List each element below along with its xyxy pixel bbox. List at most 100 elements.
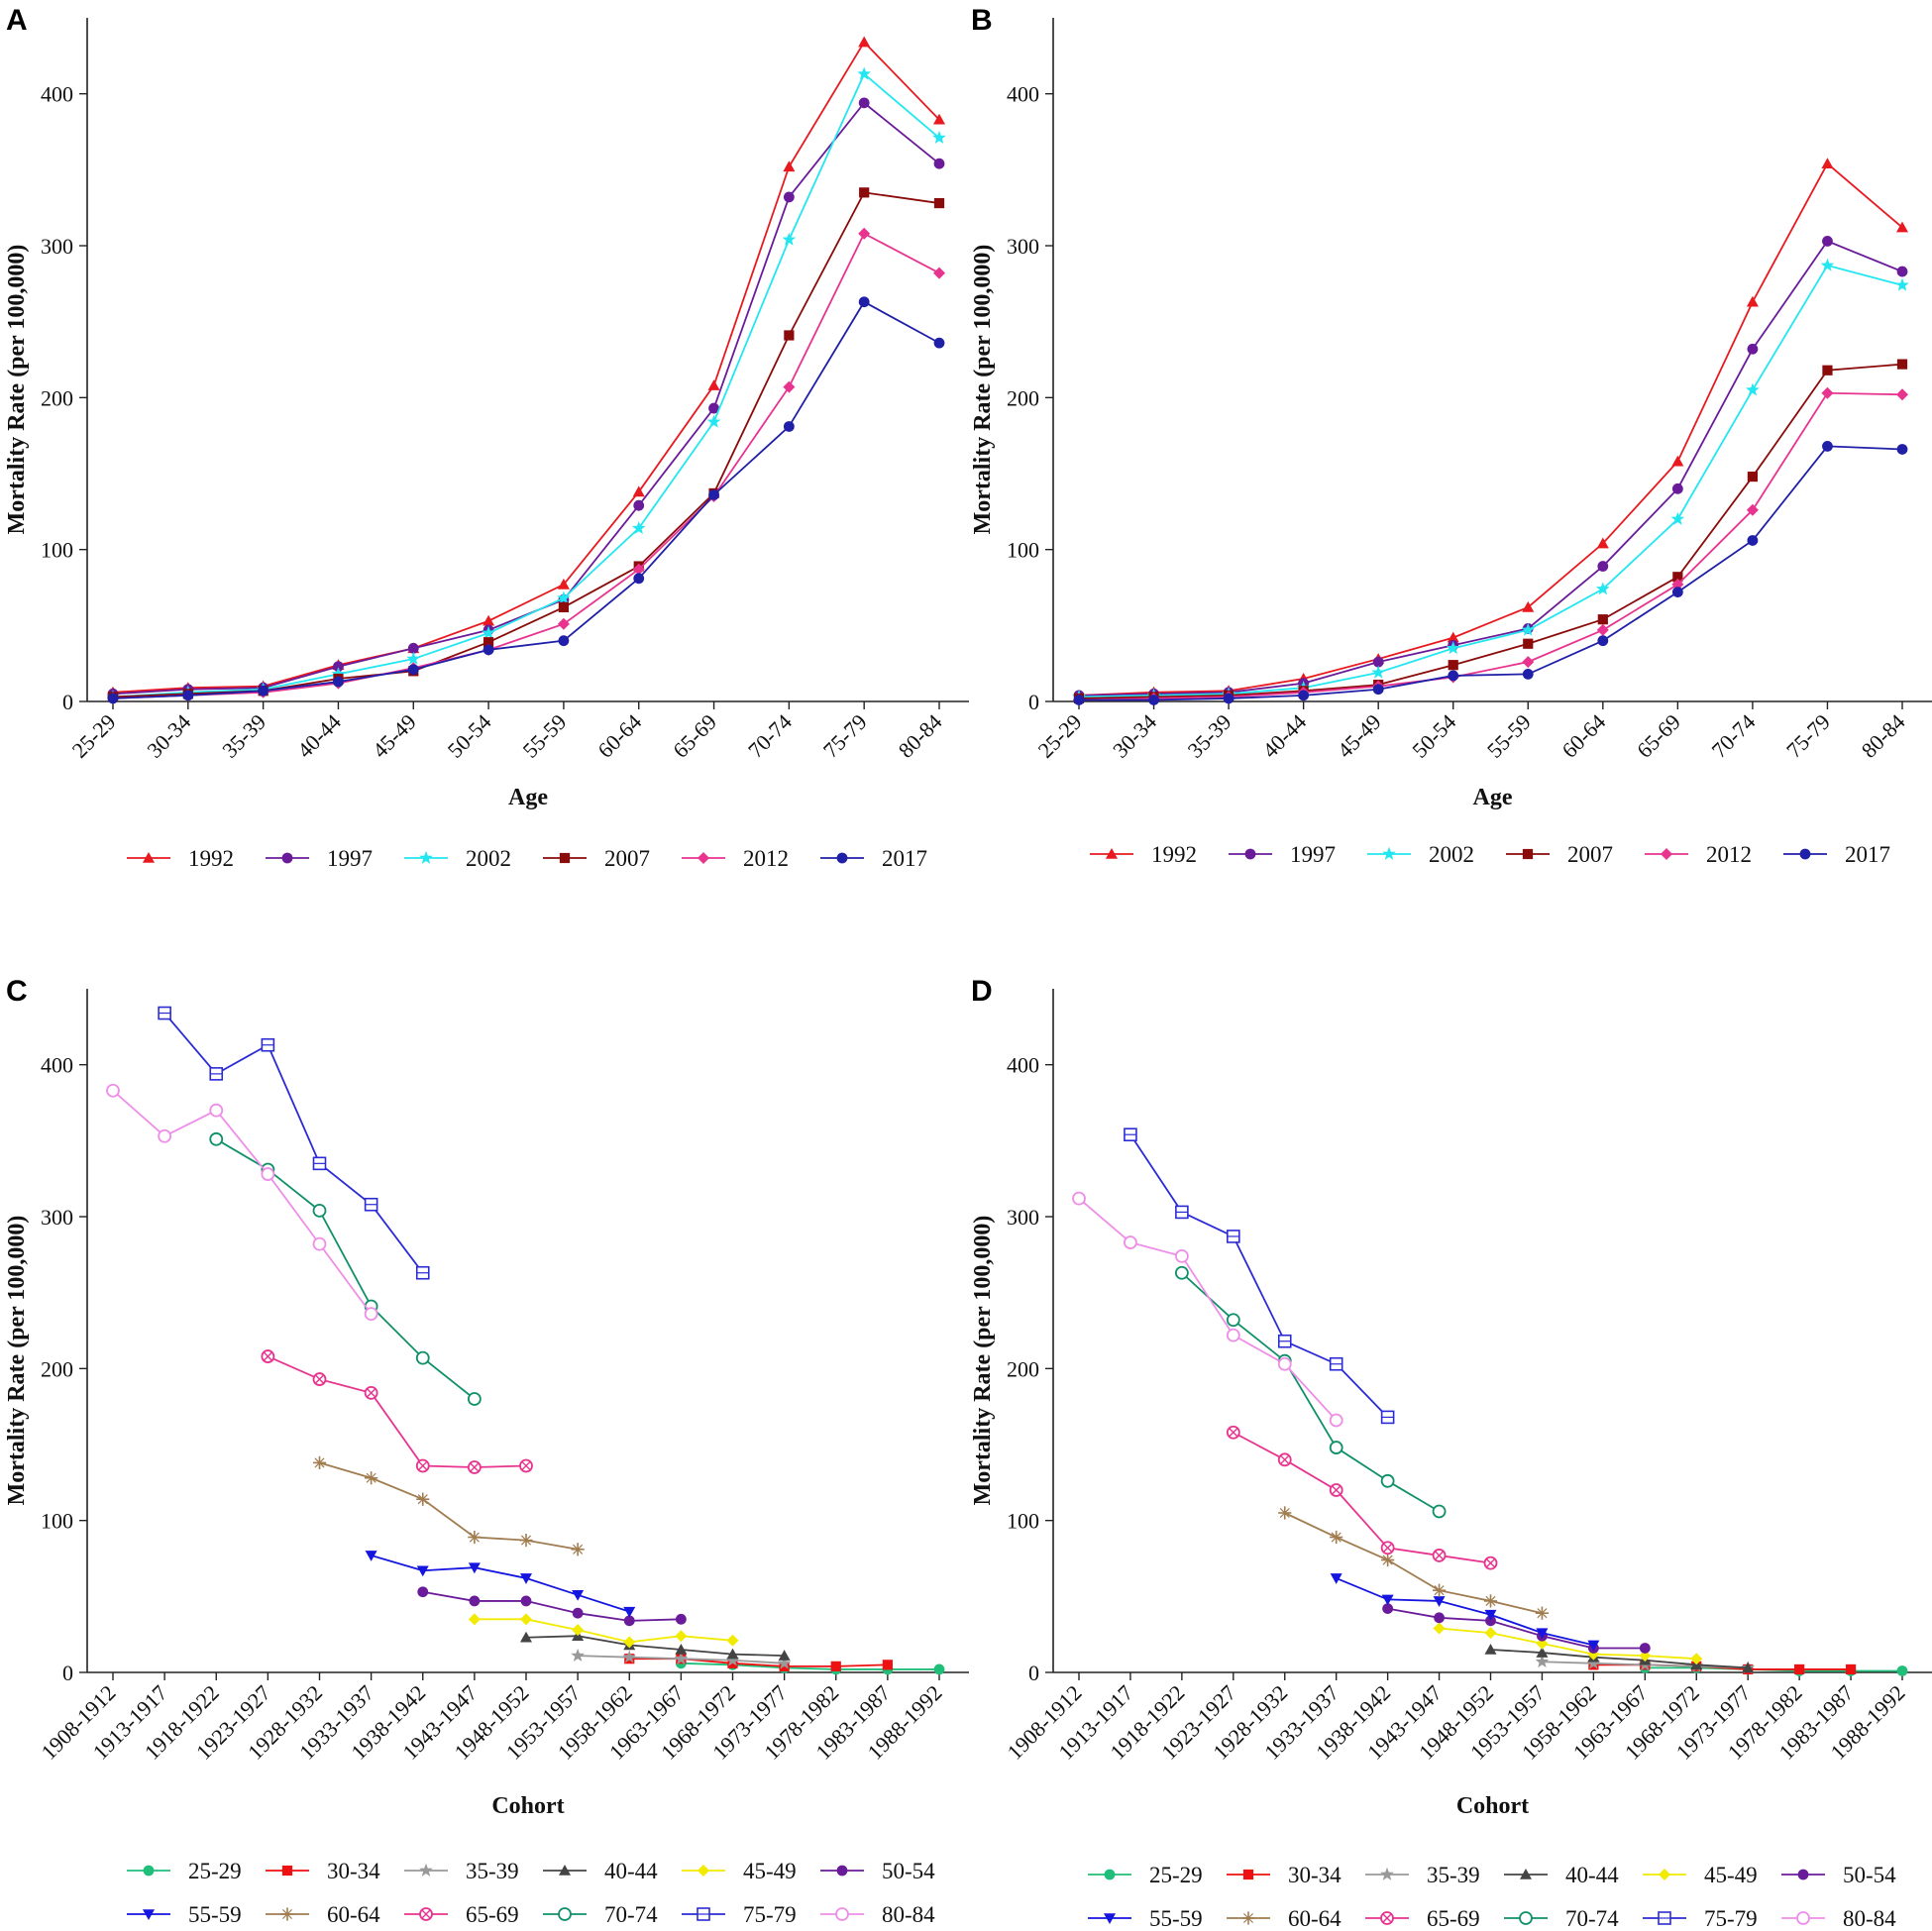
legend-label: 2012 xyxy=(1706,842,1752,867)
y-tick-label: 400 xyxy=(41,82,73,107)
data-point xyxy=(1896,444,1908,455)
data-point xyxy=(674,1652,689,1665)
data-point xyxy=(1597,635,1609,647)
legend-item: 25-29 xyxy=(1088,1863,1203,1887)
series-1992 xyxy=(1073,158,1908,700)
data-point xyxy=(407,664,419,676)
legend-label: 45-49 xyxy=(743,1859,797,1883)
legend-label: 55-59 xyxy=(188,1902,242,1927)
series-80-84 xyxy=(1072,1191,1343,1428)
data-point xyxy=(783,421,795,432)
data-point xyxy=(468,1613,481,1626)
series-line xyxy=(1336,1577,1594,1647)
data-point xyxy=(261,1167,275,1181)
series-line xyxy=(1490,1649,1749,1669)
legend-marker xyxy=(1242,1869,1254,1880)
data-point xyxy=(158,1128,172,1143)
series-line xyxy=(1078,1197,1338,1422)
data-point xyxy=(1747,535,1759,546)
legend-label: 50-54 xyxy=(1843,1863,1896,1887)
legend-item: 75-79 xyxy=(1643,1906,1758,1931)
x-tick-label: 40-44 xyxy=(292,709,346,763)
data-point xyxy=(830,1661,841,1671)
data-point xyxy=(416,1492,430,1506)
x-tick-label: 40-44 xyxy=(1257,709,1311,763)
series-line xyxy=(1078,161,1903,697)
series-40-44 xyxy=(520,1630,791,1661)
data-point xyxy=(1432,1549,1447,1562)
x-tick-label: 55-59 xyxy=(1482,709,1536,763)
legend-item: 40-44 xyxy=(1504,1863,1619,1887)
series-line xyxy=(371,1555,630,1613)
legend-item: 35-39 xyxy=(1365,1863,1480,1887)
legend-label: 40-44 xyxy=(1565,1863,1619,1887)
data-point xyxy=(572,1590,585,1601)
legend-item: 70-74 xyxy=(543,1902,658,1927)
data-point xyxy=(1484,1609,1497,1621)
legend-label: 1992 xyxy=(188,846,234,871)
y-tick-label: 200 xyxy=(41,1356,73,1381)
series-line xyxy=(1078,264,1903,698)
series-35-39 xyxy=(571,1648,792,1669)
data-point xyxy=(1433,1622,1446,1635)
y-tick-label: 400 xyxy=(1007,82,1039,107)
y-tick-label: 100 xyxy=(1007,538,1039,563)
y-axis-label: Mortality Rate (per 100,000) xyxy=(970,245,996,535)
legend-marker xyxy=(1241,1911,1255,1925)
legend-label: 60-64 xyxy=(1288,1906,1342,1931)
data-point xyxy=(1433,1596,1446,1607)
legend-marker xyxy=(698,852,709,864)
legend-marker xyxy=(143,852,155,863)
data-point xyxy=(1073,695,1085,705)
x-tick-label: 60-64 xyxy=(592,709,646,763)
data-point xyxy=(1595,582,1610,595)
y-axis-label: Mortality Rate (per 100,000) xyxy=(4,1216,30,1506)
y-tick-label: 300 xyxy=(41,1205,73,1230)
data-point xyxy=(312,1156,327,1171)
legend-item: 60-64 xyxy=(1227,1906,1342,1931)
data-point xyxy=(1821,158,1834,168)
data-point xyxy=(858,227,871,240)
legend-marker xyxy=(1658,1911,1671,1925)
legend-label: 60-64 xyxy=(327,1902,380,1927)
data-point xyxy=(707,379,720,390)
data-point xyxy=(1747,343,1759,355)
data-point xyxy=(1072,1191,1086,1206)
data-point xyxy=(1672,572,1683,583)
data-point xyxy=(1670,511,1685,525)
x-tick-label: 70-74 xyxy=(1706,709,1760,763)
series-line xyxy=(474,1618,733,1644)
x-tick-label: 25-29 xyxy=(67,709,121,763)
legend-label: 80-84 xyxy=(882,1902,935,1927)
data-point xyxy=(467,1392,482,1406)
data-point xyxy=(1896,1665,1908,1676)
data-point xyxy=(1483,1556,1498,1570)
legend-item: 80-84 xyxy=(820,1902,935,1927)
legend-marker xyxy=(1380,1911,1394,1925)
data-point xyxy=(1175,1205,1189,1220)
data-point xyxy=(1536,1637,1549,1650)
data-point xyxy=(1521,622,1536,636)
data-point xyxy=(261,1349,275,1363)
data-point xyxy=(933,337,945,349)
data-point xyxy=(623,1636,636,1649)
legend-label: 25-29 xyxy=(1149,1863,1203,1887)
data-point xyxy=(107,693,119,704)
data-point xyxy=(406,651,421,665)
series-line xyxy=(1129,1133,1389,1419)
data-point xyxy=(778,1650,791,1661)
data-point xyxy=(572,1624,585,1637)
data-point xyxy=(933,197,945,209)
data-point xyxy=(158,1006,171,1020)
legend-marker xyxy=(836,852,848,864)
data-point xyxy=(933,158,945,169)
data-point xyxy=(1536,1647,1549,1658)
data-point xyxy=(1746,295,1759,307)
data-point xyxy=(1372,684,1384,696)
data-point xyxy=(557,590,571,604)
x-axis-label: Cohort xyxy=(491,1793,564,1819)
data-point xyxy=(558,635,570,647)
legend-item: 55-59 xyxy=(1088,1906,1203,1931)
data-point xyxy=(520,1631,532,1643)
data-point xyxy=(632,485,645,497)
